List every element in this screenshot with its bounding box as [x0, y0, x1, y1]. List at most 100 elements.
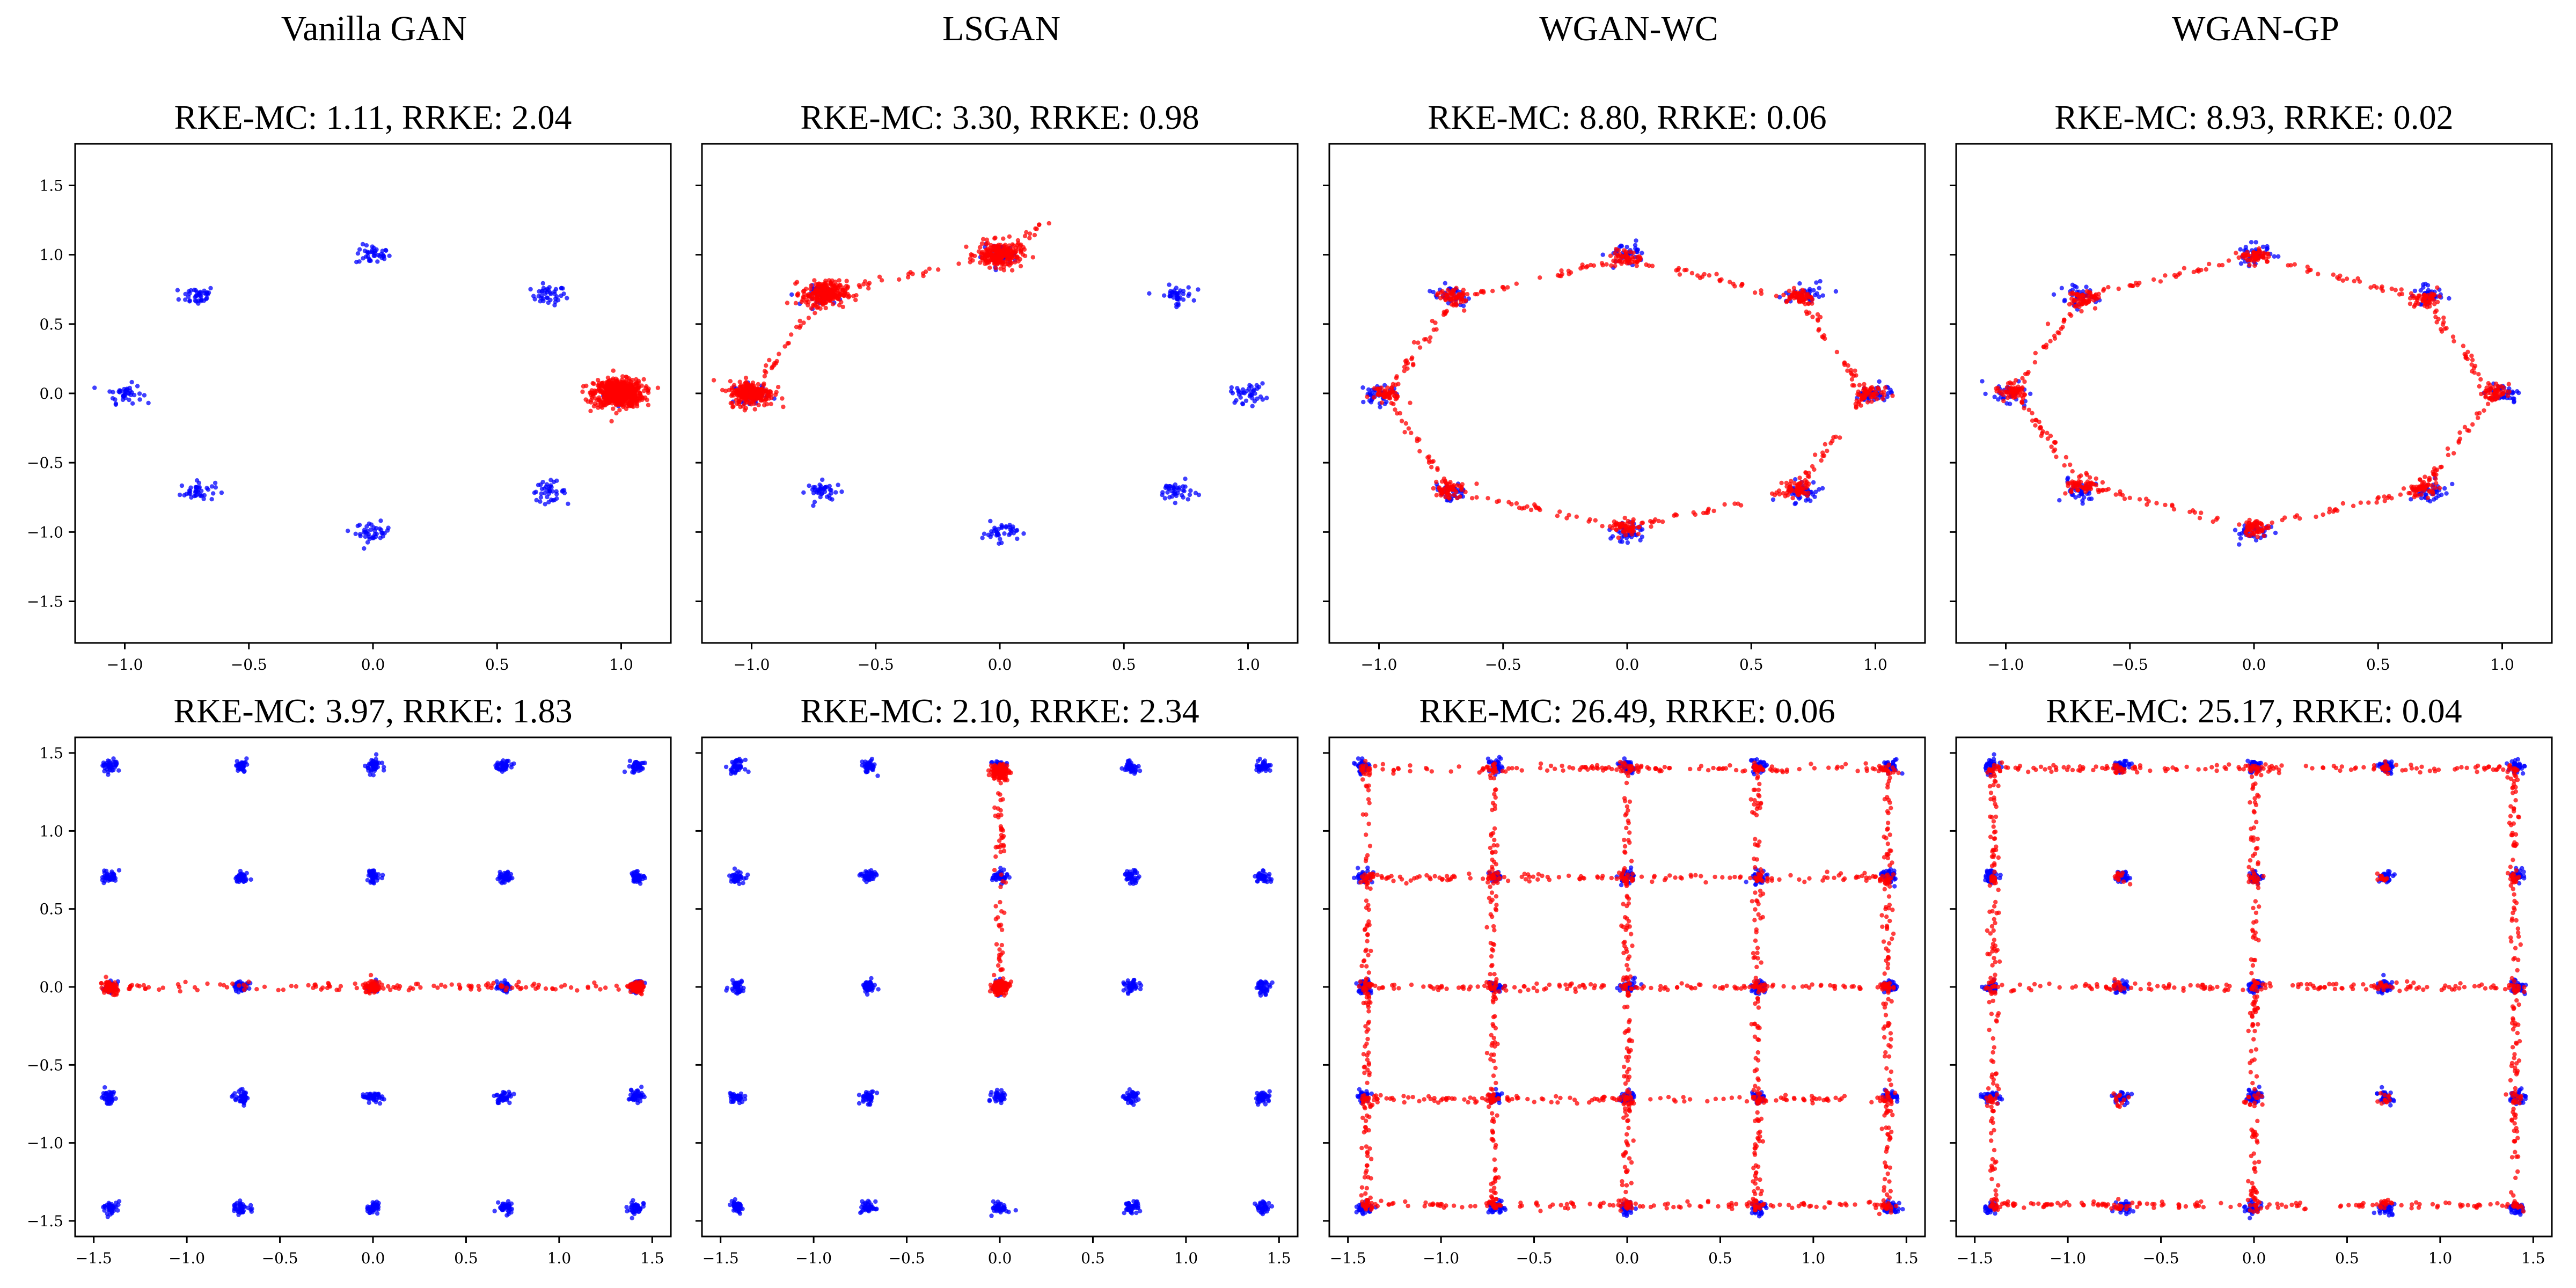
generated-point — [2091, 298, 2096, 303]
generated-point — [2493, 381, 2499, 386]
generated-point — [969, 252, 974, 257]
real-point — [1004, 525, 1008, 530]
generated-point — [2127, 495, 2132, 500]
generated-point — [1490, 289, 1495, 294]
generated-point — [1842, 360, 1847, 365]
generated-point — [723, 389, 728, 393]
subplot-title: RKE-MC: 3.97, RRKE: 1.83 — [173, 692, 572, 730]
series-real — [1360, 238, 1894, 545]
real-point — [371, 253, 376, 258]
real-point — [559, 286, 564, 290]
generated-point — [2171, 507, 2177, 512]
generated-point — [836, 285, 840, 290]
generated-point — [936, 267, 941, 272]
generated-point — [2145, 502, 2149, 507]
real-point — [197, 492, 202, 497]
real-point — [1797, 281, 1802, 286]
x-tick-label: −0.5 — [231, 656, 267, 674]
x-tick-label: −1.0 — [734, 656, 770, 674]
real-point — [1228, 389, 1234, 394]
generated-point — [2163, 502, 2168, 508]
generated-point — [1429, 465, 1434, 470]
generated-point — [2240, 254, 2245, 259]
generated-point — [1452, 493, 1457, 497]
y-tick-label: 0.5 — [39, 316, 63, 333]
generated-point — [736, 396, 741, 401]
generated-point — [2351, 503, 2356, 508]
generated-point — [2053, 440, 2058, 445]
generated-point — [1465, 292, 1470, 297]
real-point — [187, 299, 192, 304]
generated-point — [759, 392, 764, 398]
real-point — [553, 287, 559, 291]
real-point — [345, 529, 350, 533]
generated-point — [2416, 296, 2420, 301]
real-point — [193, 488, 198, 493]
generated-point — [745, 382, 750, 387]
real-point — [244, 756, 249, 761]
real-point — [371, 868, 377, 873]
real-point — [1181, 297, 1186, 302]
real-point — [379, 528, 384, 532]
generated-point — [1469, 496, 1475, 501]
real-point — [1889, 390, 1894, 395]
real-point — [362, 1095, 367, 1100]
real-point — [638, 1094, 643, 1099]
real-point — [2432, 497, 2436, 502]
generated-point — [2004, 385, 2009, 390]
generated-point — [1463, 489, 1468, 494]
generated-point — [1365, 394, 1370, 399]
real-point — [371, 536, 376, 540]
real-point — [211, 491, 216, 496]
generated-point — [797, 325, 802, 330]
generated-point — [1608, 253, 1613, 258]
generated-point — [1496, 499, 1502, 503]
real-point — [538, 499, 543, 504]
generated-point — [767, 357, 772, 363]
real-point — [836, 482, 840, 487]
real-point — [374, 760, 379, 766]
generated-point — [2428, 301, 2433, 305]
generated-point — [2034, 418, 2039, 423]
generated-point — [2426, 482, 2431, 487]
generated-point — [611, 386, 616, 391]
real-point — [504, 1213, 509, 1218]
generated-point — [2426, 292, 2431, 298]
real-point — [634, 1203, 640, 1209]
generated-point — [987, 265, 992, 270]
generated-point — [866, 286, 871, 291]
real-point — [176, 297, 181, 302]
generated-point — [1474, 481, 1479, 486]
real-point — [992, 525, 997, 530]
real-point — [495, 1101, 501, 1106]
generated-point — [2214, 517, 2219, 522]
generated-point — [1823, 336, 1827, 341]
generated-point — [1441, 476, 1447, 481]
real-point — [492, 1093, 496, 1099]
generated-point — [1732, 501, 1737, 506]
generated-point — [2032, 360, 2038, 365]
generated-point — [2266, 251, 2271, 256]
column-titles: Vanilla GAN LSGAN WGAN-WC WGAN-GP — [281, 9, 2339, 48]
generated-point — [2489, 396, 2494, 400]
generated-point — [2245, 250, 2250, 255]
real-point — [364, 243, 369, 248]
generated-point — [1738, 503, 1744, 508]
generated-point — [645, 398, 649, 402]
generated-point — [2457, 436, 2463, 441]
generated-point — [2211, 519, 2215, 524]
generated-point — [2472, 363, 2478, 369]
generated-point — [2038, 426, 2043, 430]
real-point — [565, 296, 569, 301]
real-point — [377, 1101, 383, 1106]
generated-point — [2087, 485, 2092, 490]
generated-point — [2204, 267, 2208, 272]
generated-point — [633, 392, 638, 397]
generated-point — [620, 374, 625, 379]
generated-point — [781, 404, 786, 409]
real-point — [1250, 404, 1255, 408]
real-point — [362, 546, 367, 551]
generated-point — [979, 255, 985, 261]
real-point — [1176, 295, 1181, 301]
real-point — [374, 872, 378, 876]
